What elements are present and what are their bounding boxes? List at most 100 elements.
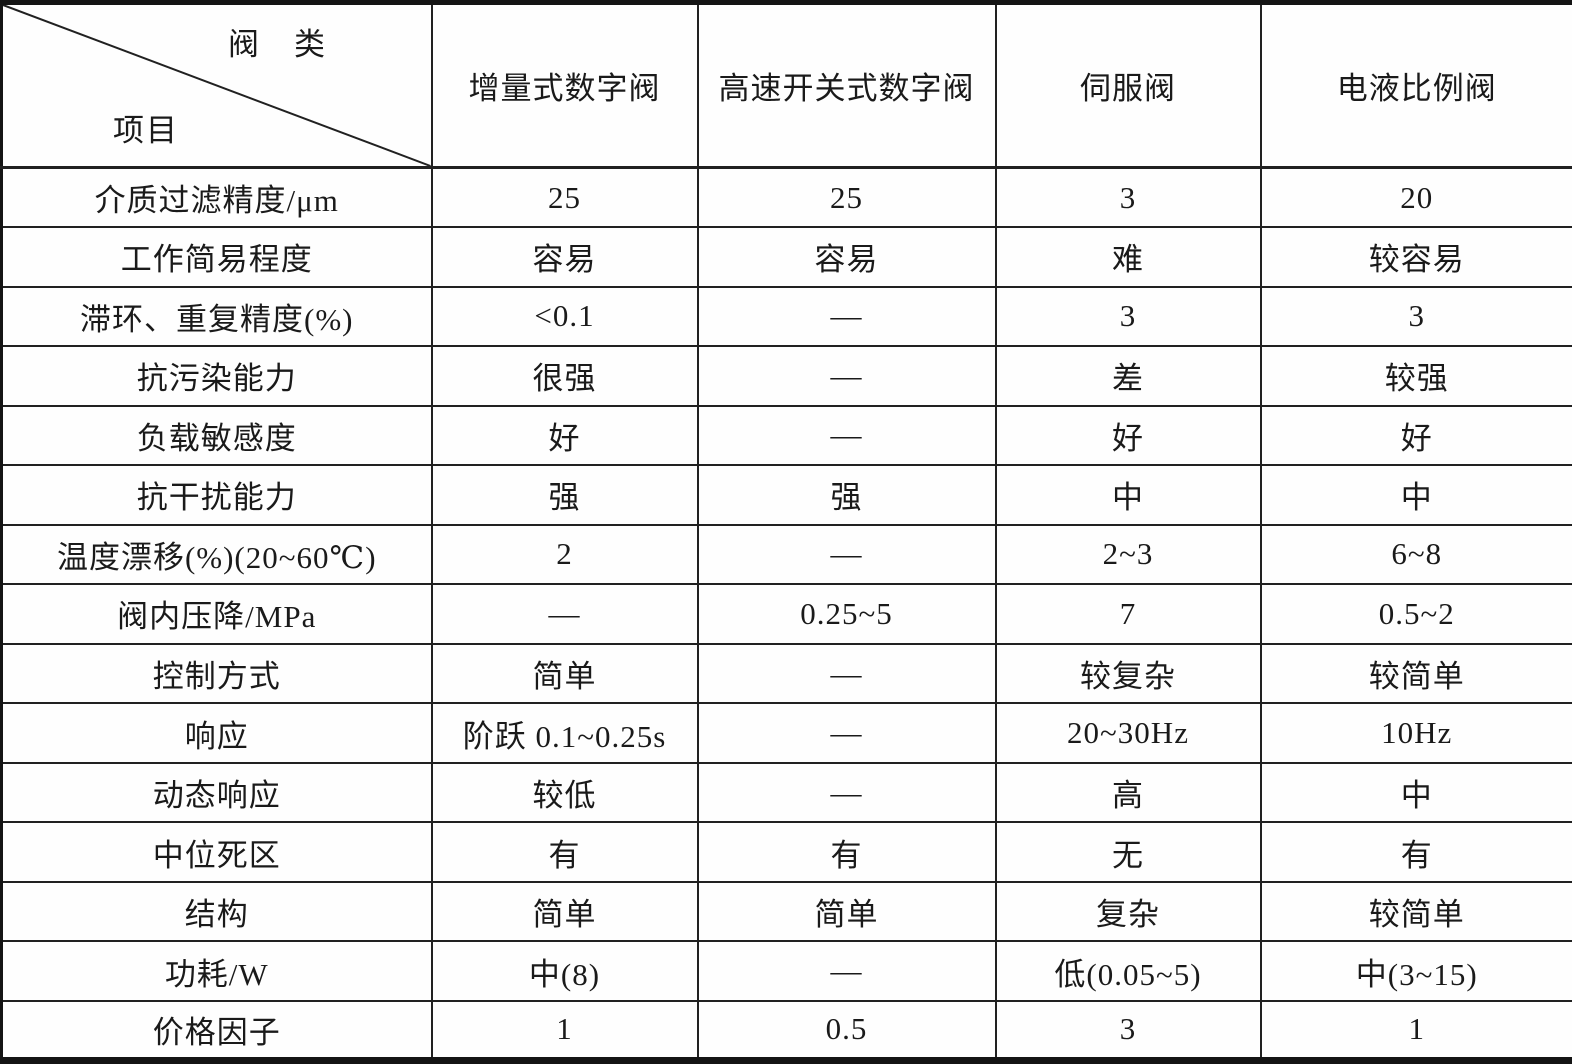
cell-value: 有 bbox=[696, 821, 997, 883]
cell-value: 容易 bbox=[696, 226, 997, 288]
cell-value: — bbox=[696, 761, 997, 824]
row-label: 温度漂移(%)(20~60℃) bbox=[0, 523, 433, 586]
cell-value: — bbox=[696, 642, 997, 705]
cell-value: 20~30Hz bbox=[994, 702, 1262, 764]
table-row-load-sensitivity: 负载敏感度 好 — 好 好 bbox=[0, 404, 1572, 467]
cell-value: 较复杂 bbox=[994, 642, 1262, 705]
cell-value: 较低 bbox=[430, 761, 699, 824]
row-label: 工作简易程度 bbox=[0, 226, 433, 288]
cell-value: 简单 bbox=[696, 880, 997, 943]
cell-value: — bbox=[696, 940, 997, 1002]
row-label: 控制方式 bbox=[0, 642, 433, 705]
cell-value: 3 bbox=[1259, 285, 1572, 348]
cell-value: 中 bbox=[1259, 464, 1572, 526]
cell-value: 0.5~2 bbox=[1259, 583, 1572, 645]
cell-value: 高 bbox=[994, 761, 1262, 824]
row-label: 负载敏感度 bbox=[0, 404, 433, 467]
cell-value: 简单 bbox=[430, 880, 699, 943]
row-label: 响应 bbox=[0, 702, 433, 764]
cell-value: 难 bbox=[994, 226, 1262, 288]
cell-value: — bbox=[696, 345, 997, 407]
row-label: 中位死区 bbox=[0, 821, 433, 883]
cell-value: 1 bbox=[430, 999, 699, 1062]
cell-value: 好 bbox=[994, 404, 1262, 467]
column-header-servo-valve: 伺服阀 bbox=[994, 1, 1262, 169]
column-header-electrohydraulic-proportional-valve: 电液比例阀 bbox=[1259, 1, 1572, 169]
cell-value: 1 bbox=[1259, 999, 1572, 1062]
cell-value: 阶跃 0.1~0.25s bbox=[430, 702, 699, 764]
cell-value: 3 bbox=[994, 166, 1262, 229]
cell-value: 较简单 bbox=[1259, 880, 1572, 943]
table-row-response: 响应 阶跃 0.1~0.25s — 20~30Hz 10Hz bbox=[0, 702, 1572, 764]
cell-value: 较简单 bbox=[1259, 642, 1572, 705]
cell-value: 较容易 bbox=[1259, 226, 1572, 288]
cell-value: 2 bbox=[430, 523, 699, 586]
column-header-incremental-digital-valve: 增量式数字阀 bbox=[430, 1, 699, 169]
cell-value: 中(8) bbox=[430, 940, 699, 1002]
table-row-ease-of-operation: 工作简易程度 容易 容易 难 较容易 bbox=[0, 226, 1572, 288]
cell-value: 0.5 bbox=[696, 999, 997, 1062]
table-row-filtration-accuracy: 介质过滤精度/μm 25 25 3 20 bbox=[0, 166, 1572, 229]
table-row-control-method: 控制方式 简单 — 较复杂 较简单 bbox=[0, 642, 1572, 705]
cell-value: 25 bbox=[696, 166, 997, 229]
cell-value: 无 bbox=[994, 821, 1262, 883]
table-row-power-consumption: 功耗/W 中(8) — 低(0.05~5) 中(3~15) bbox=[0, 940, 1572, 1002]
cell-value: 差 bbox=[994, 345, 1262, 407]
corner-item-label: 项目 bbox=[113, 113, 179, 148]
cell-value: 7 bbox=[994, 583, 1262, 645]
row-label: 价格因子 bbox=[0, 999, 433, 1062]
cell-value: 低(0.05~5) bbox=[994, 940, 1262, 1002]
table-row-structure: 结构 简单 简单 复杂 较简单 bbox=[0, 880, 1572, 943]
cell-value: 中(3~15) bbox=[1259, 940, 1572, 1002]
table-row-dynamic-response: 动态响应 较低 — 高 中 bbox=[0, 761, 1572, 824]
header-row: 阀 类 项目 增量式数字阀 高速开关式数字阀 伺服阀 电液比例阀 bbox=[0, 1, 1572, 169]
cell-value: 很强 bbox=[430, 345, 699, 407]
table-row-neutral-dead-zone: 中位死区 有 有 无 有 bbox=[0, 821, 1572, 883]
diagonal-line-icon bbox=[3, 5, 430, 165]
cell-value: — bbox=[430, 583, 699, 645]
row-label: 介质过滤精度/μm bbox=[0, 166, 433, 229]
row-label: 滞环、重复精度(%) bbox=[0, 285, 433, 348]
row-label: 抗污染能力 bbox=[0, 345, 433, 407]
row-label: 抗干扰能力 bbox=[0, 464, 433, 526]
table-row-contamination-resistance: 抗污染能力 很强 — 差 较强 bbox=[0, 345, 1572, 407]
cell-value: 复杂 bbox=[994, 880, 1262, 943]
table-row-price-factor: 价格因子 1 0.5 3 1 bbox=[0, 999, 1572, 1062]
cell-value: 25 bbox=[430, 166, 699, 229]
cell-value: 简单 bbox=[430, 642, 699, 705]
cell-value: — bbox=[696, 404, 997, 467]
cell-value: 强 bbox=[430, 464, 699, 526]
row-label: 功耗/W bbox=[0, 940, 433, 1002]
table-row-interference-resistance: 抗干扰能力 强 强 中 中 bbox=[0, 464, 1572, 526]
table-row-temperature-drift: 温度漂移(%)(20~60℃) 2 — 2~3 6~8 bbox=[0, 523, 1572, 586]
cell-value: 有 bbox=[430, 821, 699, 883]
row-label: 动态响应 bbox=[0, 761, 433, 824]
row-label: 结构 bbox=[0, 880, 433, 943]
cell-value: — bbox=[696, 523, 997, 586]
cell-value: 强 bbox=[696, 464, 997, 526]
row-label: 阀内压降/MPa bbox=[0, 583, 433, 645]
column-header-high-speed-switching-digital-valve: 高速开关式数字阀 bbox=[696, 1, 997, 169]
cell-value: 2~3 bbox=[994, 523, 1262, 586]
cell-value: — bbox=[696, 285, 997, 348]
corner-cell: 阀 类 项目 bbox=[0, 1, 433, 169]
corner-valve-type-label: 阀 类 bbox=[228, 27, 327, 62]
cell-value: 容易 bbox=[430, 226, 699, 288]
cell-value: <0.1 bbox=[430, 285, 699, 348]
cell-value: 3 bbox=[994, 285, 1262, 348]
cell-value: 有 bbox=[1259, 821, 1572, 883]
cell-value: 较强 bbox=[1259, 345, 1572, 407]
cell-value: 中 bbox=[994, 464, 1262, 526]
table-row-hysteresis-repeatability: 滞环、重复精度(%) <0.1 — 3 3 bbox=[0, 285, 1572, 348]
cell-value: 中 bbox=[1259, 761, 1572, 824]
cell-value: 3 bbox=[994, 999, 1262, 1062]
table-row-valve-pressure-drop: 阀内压降/MPa — 0.25~5 7 0.5~2 bbox=[0, 583, 1572, 645]
cell-value: — bbox=[696, 702, 997, 764]
cell-value: 好 bbox=[430, 404, 699, 467]
cell-value: 20 bbox=[1259, 166, 1572, 229]
cell-value: 好 bbox=[1259, 404, 1572, 467]
cell-value: 0.25~5 bbox=[696, 583, 997, 645]
cell-value: 6~8 bbox=[1259, 523, 1572, 586]
